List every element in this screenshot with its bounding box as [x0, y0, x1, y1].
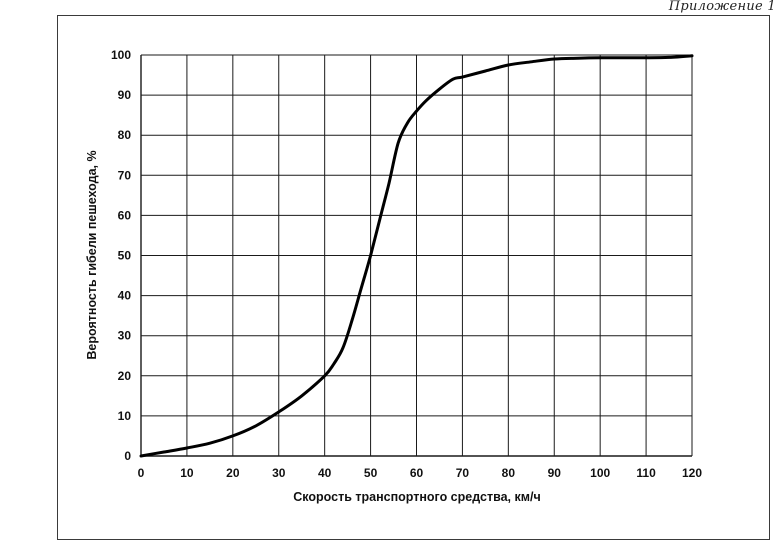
- y-tick-label: 80: [118, 128, 132, 142]
- y-tick-label: 50: [118, 249, 132, 263]
- x-tick-label: 20: [226, 466, 240, 480]
- probability-curve-line: [139, 54, 694, 458]
- x-tick-label: 120: [682, 466, 702, 480]
- appendix-label: Приложение 1: [668, 0, 776, 14]
- y-tick-label: 40: [118, 289, 132, 303]
- x-tick-label: 90: [548, 466, 562, 480]
- x-tick-label: 50: [364, 466, 378, 480]
- y-tick-label: 60: [118, 208, 132, 222]
- y-tick-label: 90: [118, 88, 132, 102]
- x-tick-label: 0: [138, 466, 145, 480]
- x-tick-label: 100: [590, 466, 610, 480]
- y-tick-label: 0: [124, 449, 131, 463]
- x-axis-label: Скорость транспортного средства, км/ч: [293, 490, 540, 504]
- x-tick-labels: 0 10 20 30 40 50 60 70 80 90 100 110 120: [138, 466, 703, 480]
- y-tick-labels: 0 10 20 30 40 50 60 70 80 90 100: [111, 48, 131, 463]
- x-tick-label: 40: [318, 466, 332, 480]
- y-tick-label: 20: [118, 369, 132, 383]
- x-tick-label: 10: [180, 466, 194, 480]
- y-axis-label: Вероятность гибели пешехода, %: [85, 150, 99, 359]
- x-tick-label: 110: [636, 466, 656, 480]
- y-tick-label: 10: [118, 409, 132, 423]
- chart-frame: [57, 15, 770, 540]
- y-tick-label: 70: [118, 168, 132, 182]
- x-tick-label: 60: [410, 466, 424, 480]
- y-tick-label: 30: [118, 329, 132, 343]
- x-tick-label: 30: [272, 466, 286, 480]
- x-tick-label: 80: [502, 466, 516, 480]
- x-tick-label: 70: [456, 466, 470, 480]
- y-tick-label: 100: [111, 48, 131, 62]
- grid: [140, 54, 693, 457]
